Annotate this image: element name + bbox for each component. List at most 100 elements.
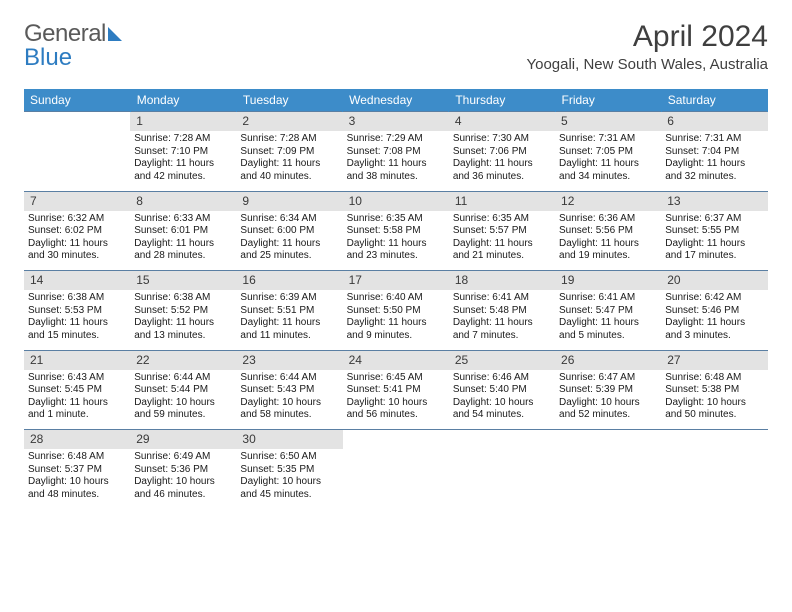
daylight-text: Daylight: 11 hours and 5 minutes. <box>559 317 657 342</box>
daylight-text: Daylight: 11 hours and 23 minutes. <box>347 238 445 263</box>
day-number: 4 <box>449 112 555 132</box>
day-cell: Sunrise: 6:38 AMSunset: 5:53 PMDaylight:… <box>24 290 130 350</box>
day-cell: Sunrise: 6:44 AMSunset: 5:44 PMDaylight:… <box>130 370 236 430</box>
daylight-text: Daylight: 11 hours and 17 minutes. <box>665 238 763 263</box>
day-number: 19 <box>555 271 661 291</box>
day-number <box>24 112 130 132</box>
sunset-text: Sunset: 5:50 PM <box>347 305 445 318</box>
sunrise-text: Sunrise: 6:50 AM <box>240 451 338 464</box>
sunrise-text: Sunrise: 6:36 AM <box>559 213 657 226</box>
day-cell: Sunrise: 7:31 AMSunset: 7:04 PMDaylight:… <box>661 131 767 191</box>
daylight-text: Daylight: 11 hours and 32 minutes. <box>665 158 763 183</box>
daylight-text: Daylight: 11 hours and 13 minutes. <box>134 317 232 342</box>
header: GeneralBlue April 2024 Yoogali, New Sout… <box>24 20 768 73</box>
day-cell: Sunrise: 6:50 AMSunset: 5:35 PMDaylight:… <box>236 449 342 509</box>
day-cell: Sunrise: 7:29 AMSunset: 7:08 PMDaylight:… <box>343 131 449 191</box>
sunset-text: Sunset: 6:02 PM <box>28 225 126 238</box>
week-content-row: Sunrise: 6:38 AMSunset: 5:53 PMDaylight:… <box>24 290 768 350</box>
sunset-text: Sunset: 7:10 PM <box>134 146 232 159</box>
day-number: 6 <box>661 112 767 132</box>
day-cell <box>24 131 130 191</box>
daylight-text: Daylight: 10 hours and 48 minutes. <box>28 476 126 501</box>
day-cell: Sunrise: 6:35 AMSunset: 5:57 PMDaylight:… <box>449 211 555 271</box>
daylight-text: Daylight: 11 hours and 3 minutes. <box>665 317 763 342</box>
sunset-text: Sunset: 7:05 PM <box>559 146 657 159</box>
sunrise-text: Sunrise: 6:44 AM <box>240 372 338 385</box>
day-number: 29 <box>130 430 236 450</box>
day-number: 17 <box>343 271 449 291</box>
calendar-header-row: Sunday Monday Tuesday Wednesday Thursday… <box>24 89 768 112</box>
day-cell: Sunrise: 6:46 AMSunset: 5:40 PMDaylight:… <box>449 370 555 430</box>
sunset-text: Sunset: 5:41 PM <box>347 384 445 397</box>
day-cell: Sunrise: 6:39 AMSunset: 5:51 PMDaylight:… <box>236 290 342 350</box>
col-tuesday: Tuesday <box>236 89 342 112</box>
sunset-text: Sunset: 5:44 PM <box>134 384 232 397</box>
sunrise-text: Sunrise: 6:35 AM <box>347 213 445 226</box>
day-cell: Sunrise: 6:41 AMSunset: 5:48 PMDaylight:… <box>449 290 555 350</box>
sunrise-text: Sunrise: 6:48 AM <box>28 451 126 464</box>
day-number: 24 <box>343 350 449 370</box>
sunset-text: Sunset: 5:58 PM <box>347 225 445 238</box>
sunrise-text: Sunrise: 6:43 AM <box>28 372 126 385</box>
day-number: 14 <box>24 271 130 291</box>
daylight-text: Daylight: 10 hours and 58 minutes. <box>240 397 338 422</box>
day-cell: Sunrise: 7:28 AMSunset: 7:09 PMDaylight:… <box>236 131 342 191</box>
day-cell: Sunrise: 6:47 AMSunset: 5:39 PMDaylight:… <box>555 370 661 430</box>
day-number: 7 <box>24 191 130 211</box>
week-daynum-row: 282930 <box>24 430 768 450</box>
daylight-text: Daylight: 11 hours and 21 minutes. <box>453 238 551 263</box>
day-cell: Sunrise: 6:44 AMSunset: 5:43 PMDaylight:… <box>236 370 342 430</box>
week-daynum-row: 123456 <box>24 112 768 132</box>
daylight-text: Daylight: 11 hours and 15 minutes. <box>28 317 126 342</box>
day-number: 20 <box>661 271 767 291</box>
day-cell: Sunrise: 6:42 AMSunset: 5:46 PMDaylight:… <box>661 290 767 350</box>
sunrise-text: Sunrise: 6:49 AM <box>134 451 232 464</box>
day-cell: Sunrise: 6:43 AMSunset: 5:45 PMDaylight:… <box>24 370 130 430</box>
sunset-text: Sunset: 5:46 PM <box>665 305 763 318</box>
week-content-row: Sunrise: 6:43 AMSunset: 5:45 PMDaylight:… <box>24 370 768 430</box>
sunset-text: Sunset: 5:53 PM <box>28 305 126 318</box>
calendar-body: 123456Sunrise: 7:28 AMSunset: 7:10 PMDay… <box>24 112 768 510</box>
sunrise-text: Sunrise: 6:41 AM <box>559 292 657 305</box>
logo-text-blue: Blue <box>24 44 122 72</box>
day-cell: Sunrise: 6:49 AMSunset: 5:36 PMDaylight:… <box>130 449 236 509</box>
daylight-text: Daylight: 11 hours and 40 minutes. <box>240 158 338 183</box>
sunset-text: Sunset: 5:55 PM <box>665 225 763 238</box>
week-daynum-row: 14151617181920 <box>24 271 768 291</box>
day-number: 3 <box>343 112 449 132</box>
daylight-text: Daylight: 11 hours and 9 minutes. <box>347 317 445 342</box>
sunset-text: Sunset: 5:47 PM <box>559 305 657 318</box>
week-daynum-row: 21222324252627 <box>24 350 768 370</box>
day-number: 2 <box>236 112 342 132</box>
day-number: 18 <box>449 271 555 291</box>
col-saturday: Saturday <box>661 89 767 112</box>
daylight-text: Daylight: 11 hours and 1 minute. <box>28 397 126 422</box>
header-right: April 2024 Yoogali, New South Wales, Aus… <box>526 20 768 73</box>
sunrise-text: Sunrise: 7:28 AM <box>134 133 232 146</box>
sunrise-text: Sunrise: 6:40 AM <box>347 292 445 305</box>
col-friday: Friday <box>555 89 661 112</box>
day-cell <box>661 449 767 509</box>
sunset-text: Sunset: 7:09 PM <box>240 146 338 159</box>
page-subtitle: Yoogali, New South Wales, Australia <box>526 56 768 73</box>
sunset-text: Sunset: 5:45 PM <box>28 384 126 397</box>
day-cell: Sunrise: 7:28 AMSunset: 7:10 PMDaylight:… <box>130 131 236 191</box>
day-cell: Sunrise: 7:31 AMSunset: 7:05 PMDaylight:… <box>555 131 661 191</box>
daylight-text: Daylight: 11 hours and 7 minutes. <box>453 317 551 342</box>
sunrise-text: Sunrise: 6:32 AM <box>28 213 126 226</box>
day-number: 25 <box>449 350 555 370</box>
day-number: 8 <box>130 191 236 211</box>
day-number <box>555 430 661 450</box>
sunrise-text: Sunrise: 7:31 AM <box>665 133 763 146</box>
sunset-text: Sunset: 5:40 PM <box>453 384 551 397</box>
sunrise-text: Sunrise: 6:35 AM <box>453 213 551 226</box>
day-number: 11 <box>449 191 555 211</box>
day-number: 12 <box>555 191 661 211</box>
day-number <box>343 430 449 450</box>
sunrise-text: Sunrise: 6:46 AM <box>453 372 551 385</box>
sunrise-text: Sunrise: 6:39 AM <box>240 292 338 305</box>
sunrise-text: Sunrise: 6:41 AM <box>453 292 551 305</box>
calendar-page: GeneralBlue April 2024 Yoogali, New Sout… <box>0 0 792 529</box>
day-number <box>661 430 767 450</box>
daylight-text: Daylight: 11 hours and 36 minutes. <box>453 158 551 183</box>
